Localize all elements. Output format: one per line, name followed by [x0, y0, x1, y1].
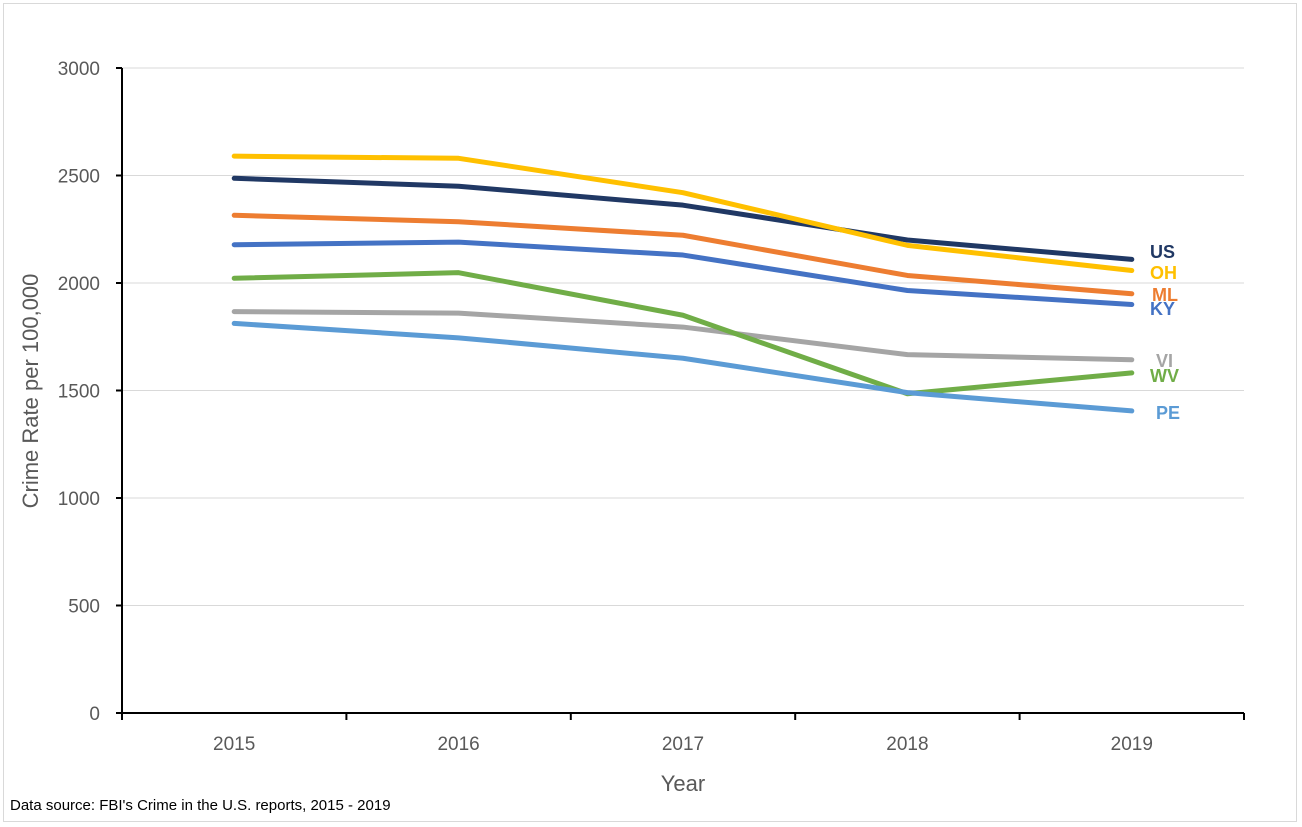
series-line-wv	[231, 270, 1135, 397]
x-tick-label: 2019	[1111, 734, 1153, 755]
y-tick-label: 500	[68, 597, 100, 618]
y-tick-label: 0	[89, 704, 100, 725]
series-line-ky	[231, 239, 1135, 307]
y-axis-title: Crime Rate per 100,000	[18, 274, 43, 509]
y-tick-label: 2500	[58, 167, 100, 188]
series-line-oh	[231, 153, 1135, 274]
series-label-ml: ML	[1152, 285, 1178, 305]
series-line-us	[231, 175, 1135, 262]
gridlines	[122, 67, 1244, 606]
y-tick-label: 1000	[58, 489, 100, 510]
tick-labels: 0 500 1000 1500 2000 2500 3000 2015 2016 2017 2018…	[58, 59, 1153, 755]
series-label-oh: OH	[1150, 263, 1177, 283]
series-label-pe: PE	[1156, 403, 1180, 423]
y-tick-label: 2000	[58, 274, 100, 295]
series-label-vi: VI	[1156, 351, 1173, 371]
chart-frame	[3, 3, 1297, 822]
axes	[116, 67, 1245, 720]
series-line-vi	[231, 309, 1135, 363]
x-tick-label: 2016	[437, 734, 479, 755]
y-tick-label: 3000	[58, 59, 100, 80]
x-tick-label: 2017	[662, 734, 704, 755]
series-line-pe	[231, 320, 1135, 414]
series-label-us: US	[1150, 242, 1175, 262]
x-axis-title: Year	[661, 771, 705, 796]
x-tick-label: 2018	[886, 734, 928, 755]
series-lines	[231, 153, 1135, 414]
series-line-ml	[231, 212, 1135, 297]
series-label-ky: KY	[1150, 299, 1175, 319]
x-tick-label: 2015	[213, 734, 255, 755]
series-label-wv: WV	[1150, 366, 1179, 386]
y-tick-label: 1500	[58, 382, 100, 403]
data-source-note: Data source: FBI's Crime in the U.S. rep…	[10, 797, 391, 814]
